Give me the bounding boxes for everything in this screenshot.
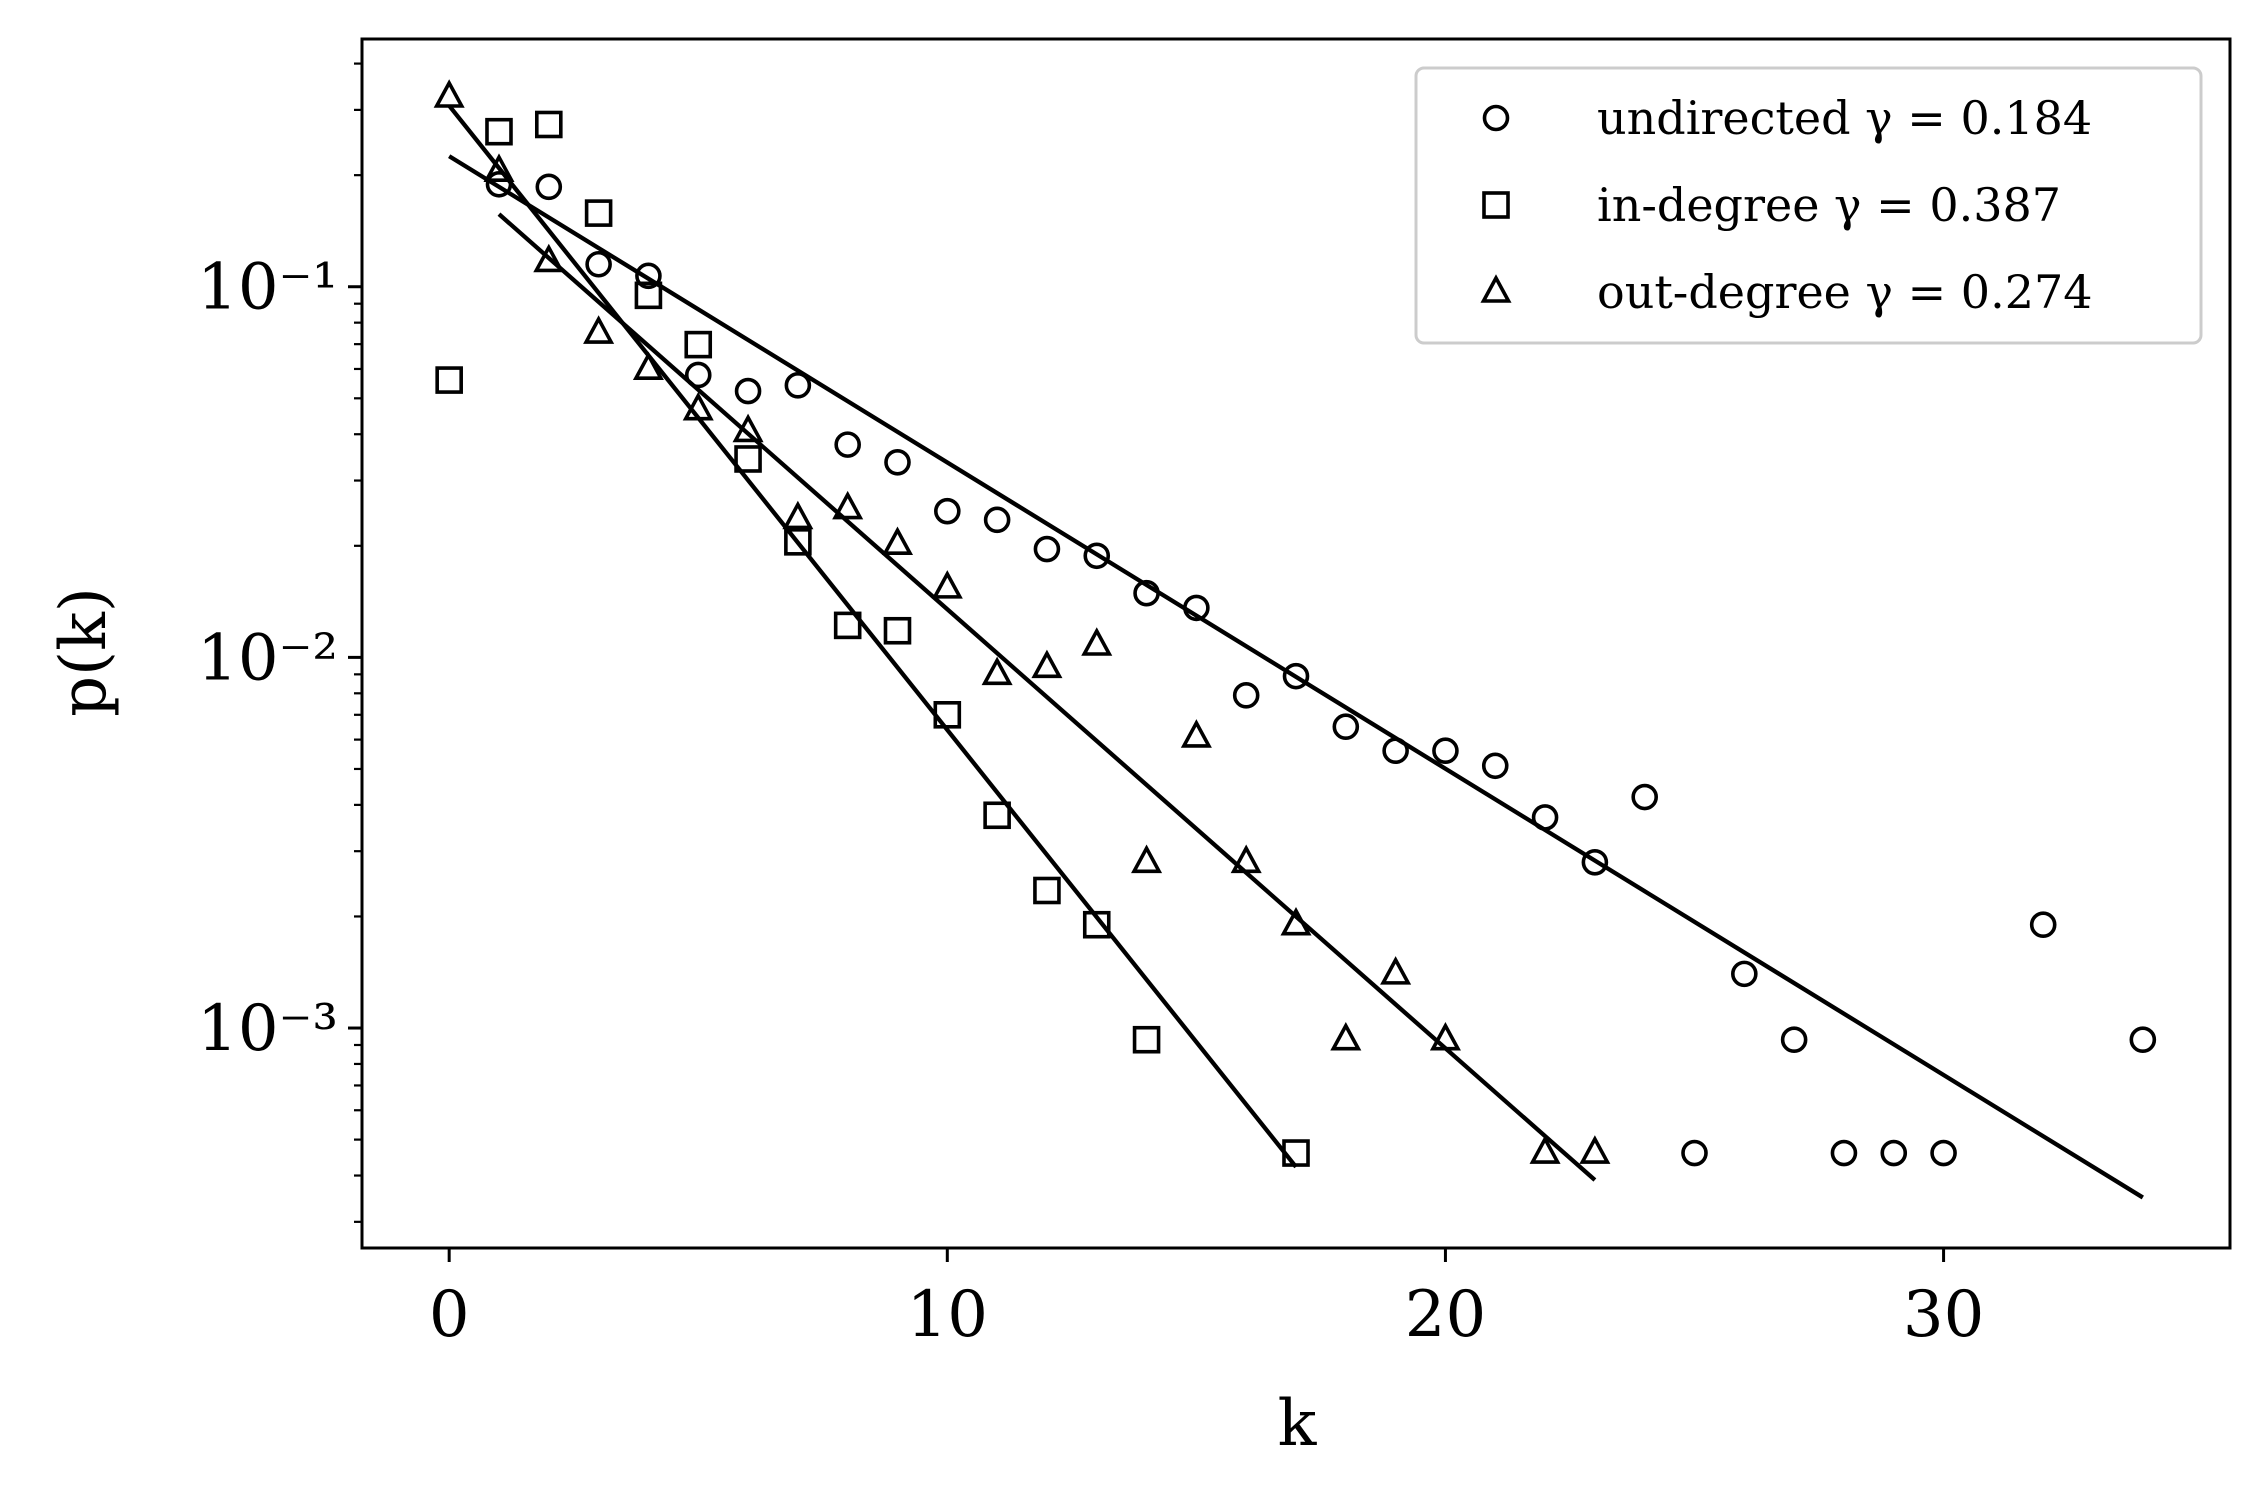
marker bbox=[485, 117, 513, 146]
marker bbox=[1033, 876, 1061, 905]
marker bbox=[734, 445, 762, 473]
marker bbox=[1031, 649, 1063, 679]
marker bbox=[881, 526, 914, 556]
marker bbox=[635, 262, 662, 290]
marker bbox=[1529, 1135, 1561, 1164]
marker bbox=[1581, 848, 1609, 876]
marker bbox=[884, 448, 911, 476]
marker bbox=[535, 173, 563, 201]
x-tick-label: 10 bbox=[907, 1278, 988, 1352]
marker bbox=[1480, 274, 1512, 303]
marker bbox=[782, 500, 814, 530]
y-axis-label: p(k) bbox=[47, 587, 121, 717]
marker bbox=[583, 315, 615, 344]
marker bbox=[1230, 844, 1262, 874]
marker bbox=[784, 372, 812, 399]
marker bbox=[634, 281, 663, 310]
legend-label: in-degree γ = 0.387 bbox=[1597, 178, 2061, 232]
marker bbox=[981, 656, 1013, 686]
marker bbox=[1380, 956, 1412, 985]
fit-line bbox=[448, 154, 2144, 1200]
legend: undirected γ = 0.184 in-degree γ = 0.387 o… bbox=[1414, 66, 2203, 345]
marker bbox=[1432, 737, 1459, 765]
fit-line bbox=[497, 212, 1597, 1182]
marker bbox=[483, 153, 515, 182]
marker bbox=[1482, 104, 1510, 132]
marker bbox=[1082, 910, 1111, 939]
marker bbox=[833, 611, 862, 640]
marker bbox=[983, 801, 1011, 830]
marker bbox=[1681, 1139, 1708, 1167]
marker bbox=[632, 351, 664, 381]
marker bbox=[435, 366, 463, 394]
y-tick-label: 10⁻¹ bbox=[197, 251, 338, 325]
marker bbox=[1429, 1021, 1461, 1051]
x-axis-label: k bbox=[1278, 1387, 1318, 1461]
marker bbox=[1631, 783, 1658, 811]
marker bbox=[1332, 713, 1360, 741]
marker bbox=[1081, 627, 1113, 656]
x-tick-label: 20 bbox=[1405, 1278, 1486, 1352]
marker bbox=[534, 110, 563, 139]
plot-frame bbox=[360, 37, 2232, 1250]
marker bbox=[784, 528, 812, 556]
marker bbox=[734, 377, 762, 405]
marker bbox=[1132, 1025, 1161, 1054]
marker bbox=[684, 361, 712, 389]
marker bbox=[533, 243, 565, 273]
marker bbox=[1780, 1026, 1808, 1054]
marker bbox=[2129, 1026, 2157, 1054]
marker bbox=[1232, 682, 1260, 709]
marker bbox=[883, 616, 912, 645]
marker bbox=[1579, 1135, 1611, 1164]
legend-label: out-degree γ = 0.274 bbox=[1597, 265, 2093, 319]
x-tick-label: 30 bbox=[1903, 1278, 1984, 1352]
marker bbox=[1731, 960, 1758, 988]
marker bbox=[1830, 1139, 1858, 1167]
marker bbox=[1330, 1021, 1362, 1051]
marker bbox=[834, 431, 861, 458]
marker bbox=[931, 570, 963, 599]
marker bbox=[983, 506, 1011, 534]
marker bbox=[1033, 535, 1061, 563]
marker bbox=[1481, 752, 1509, 780]
marker bbox=[934, 497, 961, 525]
legend-box bbox=[1414, 66, 2203, 345]
y-tick-label: 10⁻² bbox=[197, 621, 338, 695]
marker bbox=[1180, 719, 1212, 748]
marker bbox=[584, 199, 613, 227]
marker bbox=[2029, 911, 2057, 939]
marker bbox=[1482, 191, 1510, 219]
marker bbox=[1282, 662, 1310, 690]
y-tick-label: 10⁻³ bbox=[197, 992, 338, 1066]
legend-label: undirected γ = 0.184 bbox=[1597, 91, 2092, 145]
marker bbox=[433, 79, 465, 108]
marker bbox=[933, 700, 962, 729]
marker bbox=[1131, 844, 1163, 874]
marker bbox=[1930, 1139, 1957, 1167]
marker bbox=[1083, 542, 1111, 570]
marker bbox=[684, 330, 713, 359]
marker bbox=[832, 490, 864, 520]
marker bbox=[1880, 1139, 1908, 1167]
marker bbox=[732, 413, 764, 443]
fit-line bbox=[447, 104, 1298, 1169]
marker bbox=[585, 250, 612, 278]
x-tick-label: 0 bbox=[429, 1278, 470, 1352]
